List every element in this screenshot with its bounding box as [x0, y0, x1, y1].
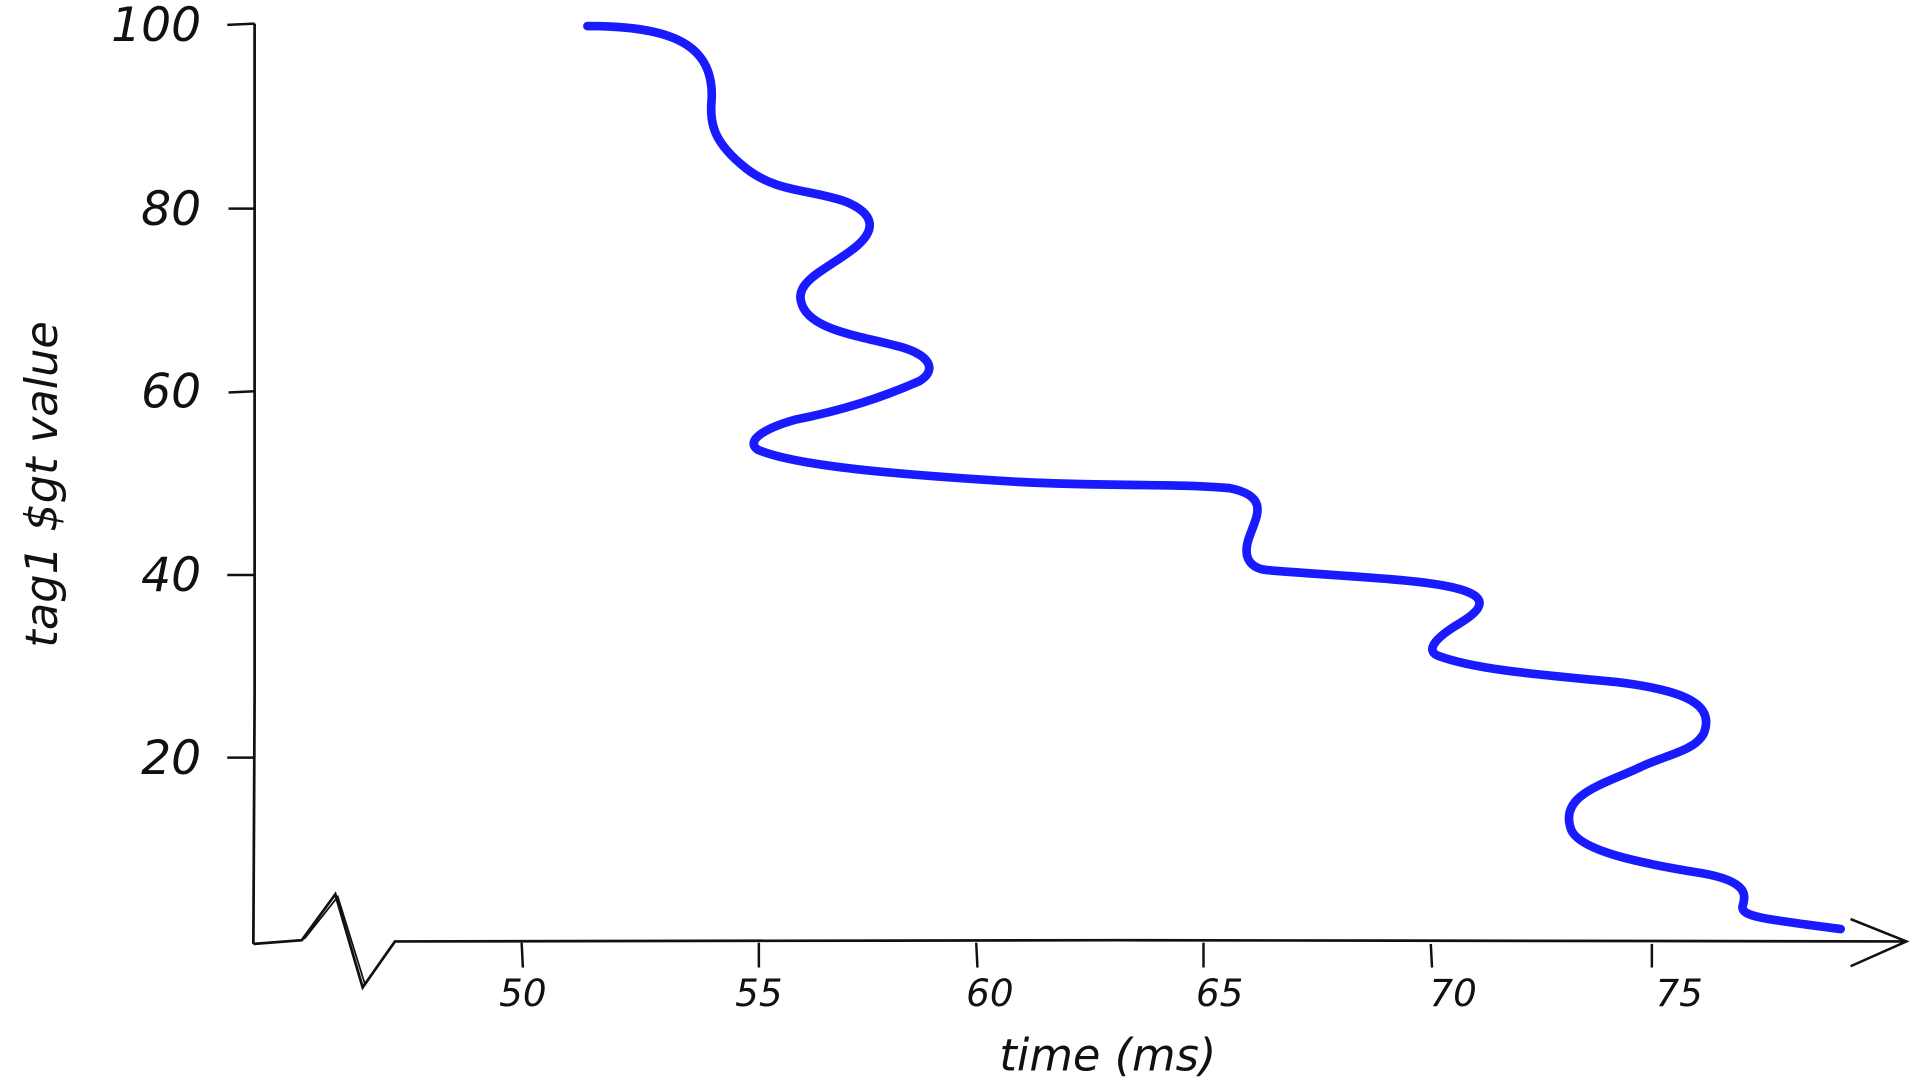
y-tick-label: 20 [141, 731, 201, 786]
y-axis-line [252, 23, 257, 944]
x-tick-label: 55 [735, 971, 782, 1015]
y-tick-label: 40 [141, 548, 201, 603]
x-axis-break-icon [303, 894, 366, 986]
y-tick-label: 100 [111, 0, 201, 53]
x-tick-label: 50 [499, 971, 546, 1015]
y-ticks [227, 22, 255, 759]
y-tick-label: 80 [141, 182, 201, 237]
y-tick-label: 60 [141, 364, 201, 419]
x-tick-label: 70 [1429, 971, 1476, 1015]
y-axis-label: tag1 $gt value [15, 321, 68, 648]
x-axis-label: time (ms) [999, 1029, 1216, 1080]
x-axis-line [253, 891, 1907, 991]
x-tick-label: 65 [1196, 971, 1243, 1015]
data-series-line [583, 21, 1845, 934]
x-tick-label: 75 [1655, 971, 1702, 1015]
x-ticks [520, 942, 1654, 968]
x-tick-label: 60 [966, 971, 1013, 1015]
x-axis-arrow-icon [1850, 917, 1910, 968]
